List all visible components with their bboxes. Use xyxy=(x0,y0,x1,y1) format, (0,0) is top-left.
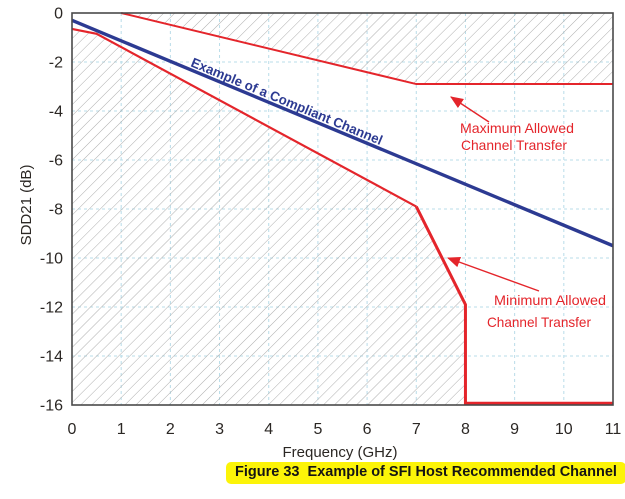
y-tick-label: -4 xyxy=(49,104,63,121)
x-tick-labels: 0 1 2 3 4 5 6 7 8 9 10 11 xyxy=(68,421,622,438)
min-allowed-line-steep xyxy=(414,205,613,405)
y-tick-labels: 0 -2 -4 -6 -8 -10 -12 -14 -16 xyxy=(40,6,63,415)
max-annotation-line2: Channel Transfer xyxy=(461,137,567,153)
y-tick-label: -10 xyxy=(40,251,63,268)
compliant-channel-line xyxy=(71,18,614,248)
hatched-regions xyxy=(72,13,613,406)
y-tick-label: -16 xyxy=(40,398,63,415)
min-annotation-arrow xyxy=(446,256,540,292)
y-tick-label: -12 xyxy=(40,300,63,317)
x-tick-label: 9 xyxy=(510,421,519,438)
x-tick-label: 6 xyxy=(363,421,372,438)
max-annotation: Maximum Allowed Channel Transfer xyxy=(450,96,574,153)
plot-border xyxy=(71,12,614,406)
y-axis-title: SDD21 (dB) xyxy=(18,165,35,246)
x-tick-label: 2 xyxy=(166,421,175,438)
min-annotation: Minimum Allowed Channel Transfer xyxy=(446,256,606,330)
x-tick-label: 4 xyxy=(264,421,273,438)
x-tick-label: 0 xyxy=(68,421,77,438)
min-annotation-line1: Minimum Allowed xyxy=(494,292,606,308)
x-tick-label: 5 xyxy=(313,421,322,438)
max-annotation-line1: Maximum Allowed xyxy=(460,120,574,136)
y-tick-label: -8 xyxy=(49,202,63,219)
min-annotation-line2: Channel Transfer xyxy=(487,314,591,330)
x-tick-label: 10 xyxy=(555,421,573,438)
max-allowed-line xyxy=(120,12,613,86)
x-tick-label: 1 xyxy=(117,421,126,438)
max-annotation-arrow xyxy=(450,96,490,123)
x-axis-title: Frequency (GHz) xyxy=(282,444,397,461)
y-tick-label: -2 xyxy=(49,55,63,72)
hatched-region-above-max xyxy=(121,13,613,85)
y-tick-label: -14 xyxy=(40,349,63,366)
x-tick-label: 3 xyxy=(215,421,224,438)
x-tick-label: 7 xyxy=(412,421,421,438)
figure-caption: Figure 33 Example of SFI Host Recommende… xyxy=(226,462,625,484)
y-tick-label: 0 xyxy=(54,6,63,23)
hatched-region-below-min xyxy=(72,28,613,406)
min-allowed-line xyxy=(71,27,417,208)
x-tick-label: 8 xyxy=(461,421,470,438)
x-tick-label: 11 xyxy=(605,421,622,438)
y-tick-label: -6 xyxy=(49,153,63,170)
data-lines xyxy=(71,12,614,405)
